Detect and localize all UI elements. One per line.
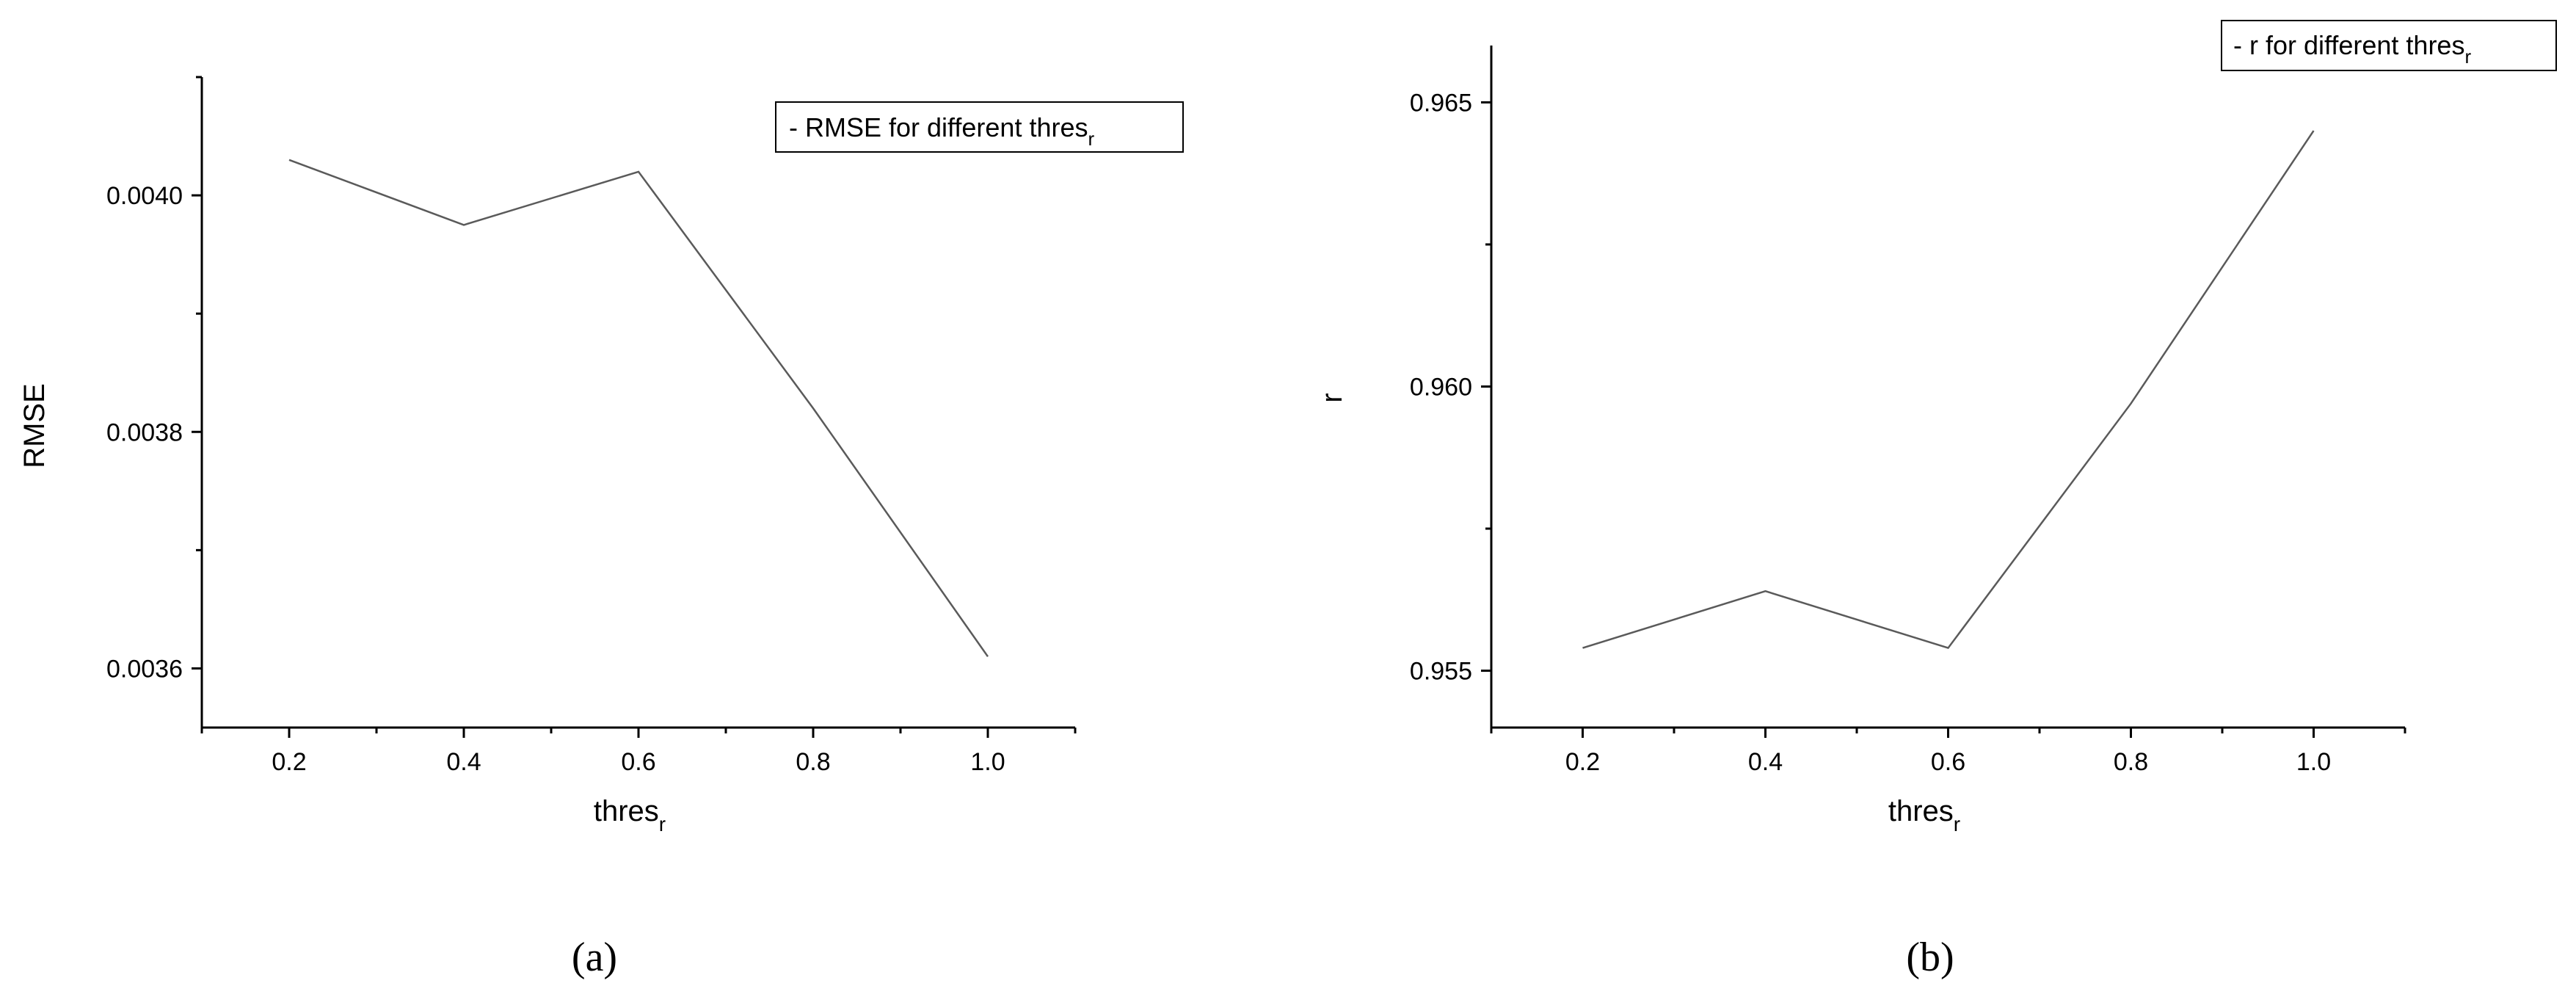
y-tick-label: 0.955 (1410, 658, 1472, 686)
legend-box (2221, 20, 2557, 71)
x-tick-label: 0.8 (796, 748, 830, 776)
x-tick-label: 0.2 (1565, 748, 1600, 776)
chart-panel-b: 0.955 0.960 0.965 0.2 0.4 0.6 0.8 1.0 thresr r… (1316, 20, 2557, 980)
x-tick-label: 0.8 (2114, 748, 2148, 776)
y-ticks: 0.0036 0.0038 0.0040 (106, 76, 202, 683)
x-tick-label: 1.0 (2296, 748, 2331, 776)
legend-box (775, 101, 1184, 153)
y-tick-label: 0.0036 (106, 655, 183, 683)
x-ticks: 0.2 0.4 0.6 0.8 1.0 (200, 728, 1077, 776)
x-axis-title: thresr (1888, 795, 1960, 835)
x-tick-label: 0.6 (1931, 748, 1965, 776)
caption-b: (b) (1906, 935, 1954, 980)
rmse-line (288, 159, 989, 658)
x-tick-label: 0.6 (621, 748, 655, 776)
caption-a: (a) (572, 935, 617, 980)
x-tick-label: 0.2 (272, 748, 306, 776)
chart-panel-a: 0.0036 0.0038 0.0040 0.2 0.4 0.6 0.8 1.0 thres… (18, 76, 1184, 980)
x-tick-label: 0.4 (1748, 748, 1783, 776)
legend-label: - RMSE for different thresr (789, 112, 1094, 150)
x-ticks: 0.2 0.4 0.6 0.8 1.0 (1490, 728, 2406, 776)
y-tick-label: 0.965 (1410, 89, 1472, 117)
y-tick-label: 0.960 (1410, 374, 1472, 402)
legend: - r for different thresr (2221, 20, 2557, 71)
y-tick-label: 0.0040 (106, 182, 183, 210)
y-tick-label: 0.0038 (106, 418, 183, 446)
x-tick-label: 0.4 (446, 748, 481, 776)
y-axis-title: RMSE (18, 383, 51, 468)
r-line (1582, 130, 2315, 650)
legend: - RMSE for different thresr (775, 101, 1184, 153)
x-tick-label: 1.0 (970, 748, 1005, 776)
legend-label: - r for different thresr (2233, 30, 2471, 68)
y-axis-title: r (1316, 393, 1348, 402)
x-axis-title: thresr (594, 795, 666, 835)
y-ticks: 0.955 0.960 0.965 (1410, 89, 1491, 686)
